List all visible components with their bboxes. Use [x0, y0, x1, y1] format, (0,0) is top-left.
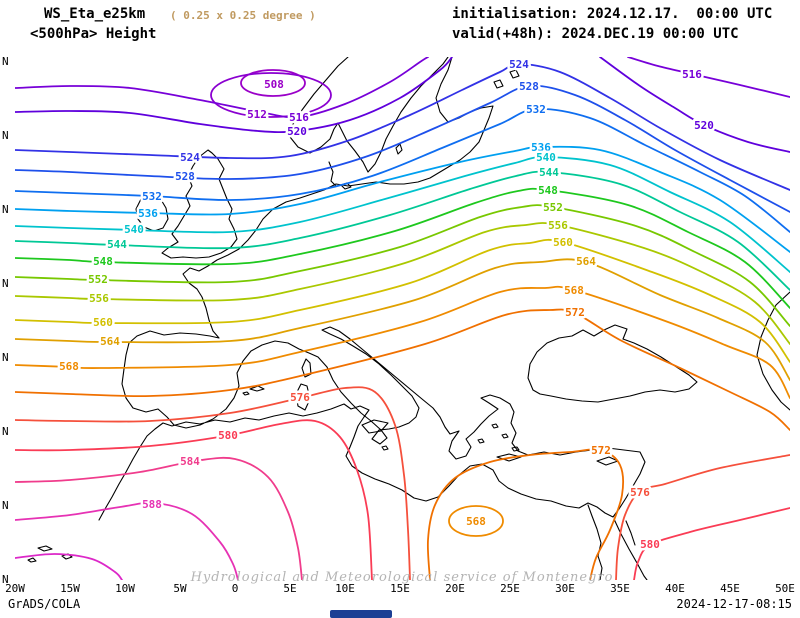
watermark: Hydrological and Meteorological service …: [190, 570, 614, 585]
svg-text:560: 560: [93, 316, 113, 329]
svg-text:524: 524: [509, 58, 529, 71]
svg-text:532: 532: [526, 103, 546, 116]
svg-text:552: 552: [88, 273, 108, 286]
svg-text:544: 544: [539, 166, 559, 179]
svg-text:536: 536: [531, 141, 551, 154]
svg-text:N: N: [2, 55, 9, 68]
svg-text:0: 0: [232, 582, 239, 595]
svg-text:10W: 10W: [115, 582, 135, 595]
svg-text:572: 572: [591, 444, 611, 457]
svg-text:516: 516: [289, 111, 309, 124]
svg-text:30E: 30E: [555, 582, 575, 595]
svg-text:N: N: [2, 573, 9, 586]
svg-text:568: 568: [564, 284, 584, 297]
svg-text:576: 576: [630, 486, 650, 499]
svg-text:50E: 50E: [775, 582, 795, 595]
svg-text:536: 536: [138, 207, 158, 220]
svg-text:548: 548: [93, 255, 113, 268]
svg-text:540: 540: [536, 151, 556, 164]
svg-text:556: 556: [548, 219, 568, 232]
svg-text:564: 564: [100, 335, 120, 348]
svg-text:532: 532: [142, 190, 162, 203]
height-isolines: [15, 57, 790, 580]
svg-text:508: 508: [264, 78, 284, 91]
svg-text:N: N: [2, 425, 9, 438]
valid-time: valid(+48h): 2024.DEC.19 00:00 UTC: [452, 26, 739, 42]
coastlines: [27, 57, 790, 580]
svg-text:40E: 40E: [665, 582, 685, 595]
svg-text:N: N: [2, 277, 9, 290]
svg-text:15E: 15E: [390, 582, 410, 595]
init-time: initialisation: 2024.12.17. 00:00 UTC: [452, 6, 773, 22]
svg-text:N: N: [2, 351, 9, 364]
svg-text:45E: 45E: [720, 582, 740, 595]
svg-text:560: 560: [553, 236, 573, 249]
svg-text:520: 520: [694, 119, 714, 132]
svg-text:10E: 10E: [335, 582, 355, 595]
svg-text:20W: 20W: [5, 582, 25, 595]
svg-text:548: 548: [538, 184, 558, 197]
svg-text:512: 512: [247, 108, 267, 121]
svg-text:564: 564: [576, 255, 596, 268]
svg-text:572: 572: [565, 306, 585, 319]
svg-text:588: 588: [142, 498, 162, 511]
grads-credit: GrADS/COLA: [8, 597, 81, 611]
svg-text:584: 584: [180, 455, 200, 468]
svg-text:520: 520: [287, 125, 307, 138]
svg-text:580: 580: [640, 538, 660, 551]
svg-text:544: 544: [107, 238, 127, 251]
svg-text:556: 556: [89, 292, 109, 305]
svg-text:528: 528: [519, 80, 539, 93]
svg-text:N: N: [2, 499, 9, 512]
svg-text:15W: 15W: [60, 582, 80, 595]
svg-text:N: N: [2, 129, 9, 142]
svg-text:568: 568: [59, 360, 79, 373]
svg-text:25E: 25E: [500, 582, 520, 595]
model-name: WS_Eta_e25km: [44, 6, 146, 22]
svg-text:580: 580: [218, 429, 238, 442]
svg-text:516: 516: [682, 68, 702, 81]
svg-text:20E: 20E: [445, 582, 465, 595]
svg-text:N: N: [2, 203, 9, 216]
svg-text:568: 568: [466, 515, 486, 528]
svg-text:5E: 5E: [283, 582, 296, 595]
model-resolution: ( 0.25 x 0.25 degree ): [170, 9, 316, 22]
svg-text:540: 540: [124, 223, 144, 236]
svg-text:552: 552: [543, 201, 563, 214]
svg-text:35E: 35E: [610, 582, 630, 595]
logo-bar: [330, 610, 392, 618]
axis-labels: 20W 15W 10W 5W 0 5E 10E 15E 20E 25E 30E 35E 40E 45E 50…: [2, 55, 795, 595]
svg-text:5W: 5W: [173, 582, 187, 595]
field-name: <500hPa> Height: [30, 26, 157, 42]
svg-text:528: 528: [175, 170, 195, 183]
svg-text:524: 524: [180, 151, 200, 164]
render-timestamp: 2024-12-17-08:15: [676, 597, 792, 611]
svg-text:576: 576: [290, 391, 310, 404]
